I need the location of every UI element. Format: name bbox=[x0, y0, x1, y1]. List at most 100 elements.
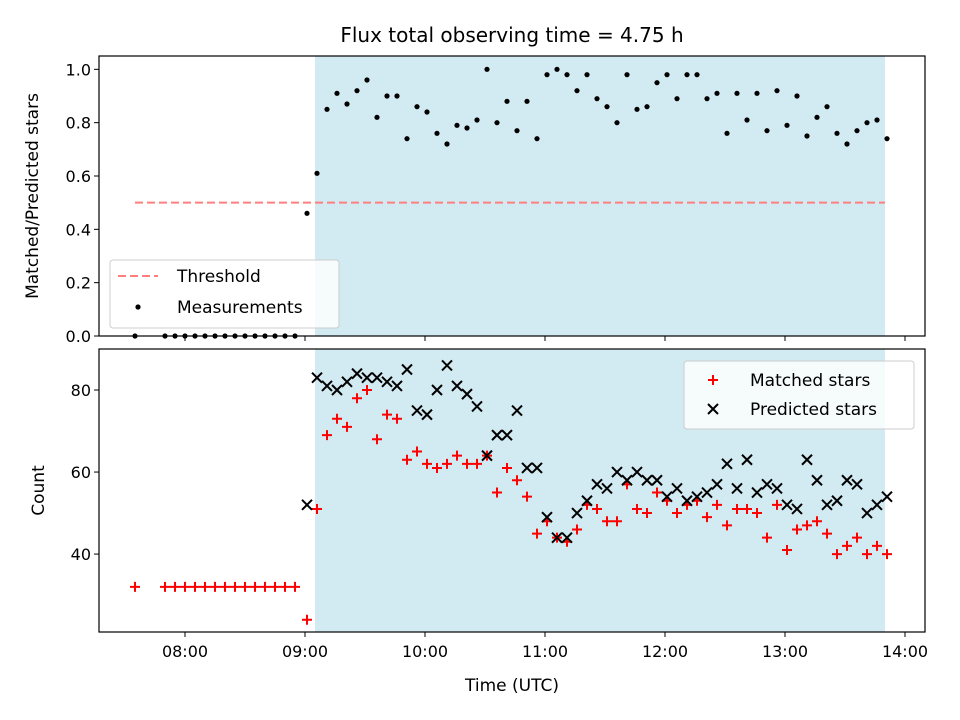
predicted-point bbox=[451, 380, 463, 392]
y-tick-label: 0.2 bbox=[66, 274, 91, 293]
matched-point bbox=[332, 413, 342, 424]
matched-point bbox=[280, 581, 290, 592]
measurement-point bbox=[614, 120, 620, 126]
measurement-point bbox=[384, 93, 390, 99]
legend-label: Matched stars bbox=[750, 371, 870, 391]
legend: Matched stars Predicted stars bbox=[683, 360, 915, 430]
predicted-point bbox=[501, 429, 513, 441]
matched-point bbox=[592, 503, 602, 514]
measurement-point bbox=[504, 98, 510, 104]
predicted-point bbox=[581, 495, 593, 507]
matched-point bbox=[452, 450, 462, 461]
predicted-point bbox=[341, 376, 353, 388]
matched-point bbox=[712, 499, 722, 510]
predicted-point bbox=[851, 478, 863, 491]
y-tick-label: 60 bbox=[71, 463, 91, 482]
measurement-point bbox=[634, 106, 640, 112]
y-tick-label: 1.0 bbox=[66, 60, 91, 79]
matched-point bbox=[772, 499, 782, 510]
predicted-point bbox=[611, 466, 623, 478]
predicted-point bbox=[801, 454, 813, 466]
legend-measurement-swatch bbox=[135, 304, 141, 310]
predicted-point bbox=[751, 486, 763, 499]
measurement-point bbox=[414, 104, 420, 110]
matched-point bbox=[842, 540, 852, 551]
y-axis-label: Count bbox=[29, 465, 49, 516]
matched-point bbox=[180, 581, 190, 592]
predicted-point bbox=[351, 367, 363, 380]
predicted-point bbox=[511, 404, 523, 417]
matched-point bbox=[160, 581, 170, 592]
predicted-point bbox=[331, 384, 343, 396]
y-axis-label: Matched/Predicted stars bbox=[23, 93, 43, 299]
predicted-point bbox=[861, 507, 873, 519]
predicted-point bbox=[671, 482, 683, 495]
legend-box bbox=[683, 360, 915, 430]
predicted-point bbox=[731, 482, 743, 495]
measurement-point bbox=[404, 136, 410, 142]
matched-point bbox=[130, 581, 140, 592]
legend: Threshold Measurements bbox=[109, 259, 340, 329]
measurement-point bbox=[314, 170, 320, 176]
measurement-point bbox=[644, 104, 650, 110]
predicted-point bbox=[641, 474, 653, 486]
predicted-point bbox=[701, 486, 713, 499]
matched-point bbox=[812, 516, 822, 527]
matched-point bbox=[322, 430, 332, 441]
measurement-point bbox=[464, 125, 470, 131]
predicted-point bbox=[781, 499, 793, 511]
measurement-point bbox=[514, 128, 520, 134]
matched-point bbox=[342, 421, 352, 432]
matched-point bbox=[512, 475, 522, 486]
predicted-point bbox=[371, 372, 383, 384]
matched-point bbox=[752, 508, 762, 519]
predicted-point bbox=[571, 507, 583, 519]
predicted-point bbox=[491, 429, 503, 441]
measurement-point bbox=[574, 88, 580, 94]
matched-point bbox=[412, 446, 422, 457]
matched-point bbox=[612, 516, 622, 527]
predicted-point bbox=[661, 490, 673, 503]
matched-point bbox=[220, 581, 230, 592]
measurement-point bbox=[594, 96, 600, 102]
legend-label: Threshold bbox=[176, 267, 261, 287]
measurement-point bbox=[844, 141, 850, 147]
matched-point bbox=[832, 549, 842, 560]
measurement-point bbox=[664, 72, 670, 78]
predicted-point bbox=[711, 478, 723, 491]
measurement-point bbox=[604, 104, 610, 110]
matched-point bbox=[732, 503, 742, 514]
matched-point bbox=[792, 524, 802, 535]
measurement-point bbox=[324, 106, 330, 112]
count-panel: 40 60 80 08:00 09:00 10:00 11:00 12:00 13:00 14:0… bbox=[29, 348, 928, 696]
measurement-point bbox=[454, 122, 460, 128]
predicted-point bbox=[631, 466, 643, 478]
measurement-point bbox=[654, 80, 660, 86]
legend-label: Predicted stars bbox=[750, 400, 877, 420]
matched-point bbox=[432, 462, 442, 473]
measurement-point bbox=[814, 114, 820, 120]
predicted-point bbox=[621, 474, 633, 486]
matched-point bbox=[392, 413, 402, 424]
predicted-point bbox=[441, 359, 453, 372]
legend-predicted-swatch bbox=[707, 403, 719, 415]
measurement-point bbox=[824, 104, 830, 110]
matched-point bbox=[652, 487, 662, 498]
predicted-point bbox=[831, 495, 843, 507]
predicted-point bbox=[561, 531, 573, 544]
predicted-point bbox=[421, 408, 433, 421]
series-predicted-stars bbox=[301, 359, 893, 544]
measurement-point bbox=[434, 130, 440, 136]
matched-point bbox=[602, 516, 612, 527]
measurement-point bbox=[704, 96, 710, 102]
predicted-point bbox=[481, 449, 493, 462]
y-tick-label: 40 bbox=[71, 545, 91, 564]
predicted-point bbox=[381, 376, 393, 388]
matched-point bbox=[250, 581, 260, 592]
y-tick-label: 0.0 bbox=[66, 327, 91, 346]
measurement-point bbox=[474, 117, 480, 123]
matched-point bbox=[862, 549, 872, 560]
predicted-point bbox=[761, 478, 773, 491]
measurement-point bbox=[784, 122, 790, 128]
x-axis-label: Time (UTC) bbox=[464, 676, 559, 696]
